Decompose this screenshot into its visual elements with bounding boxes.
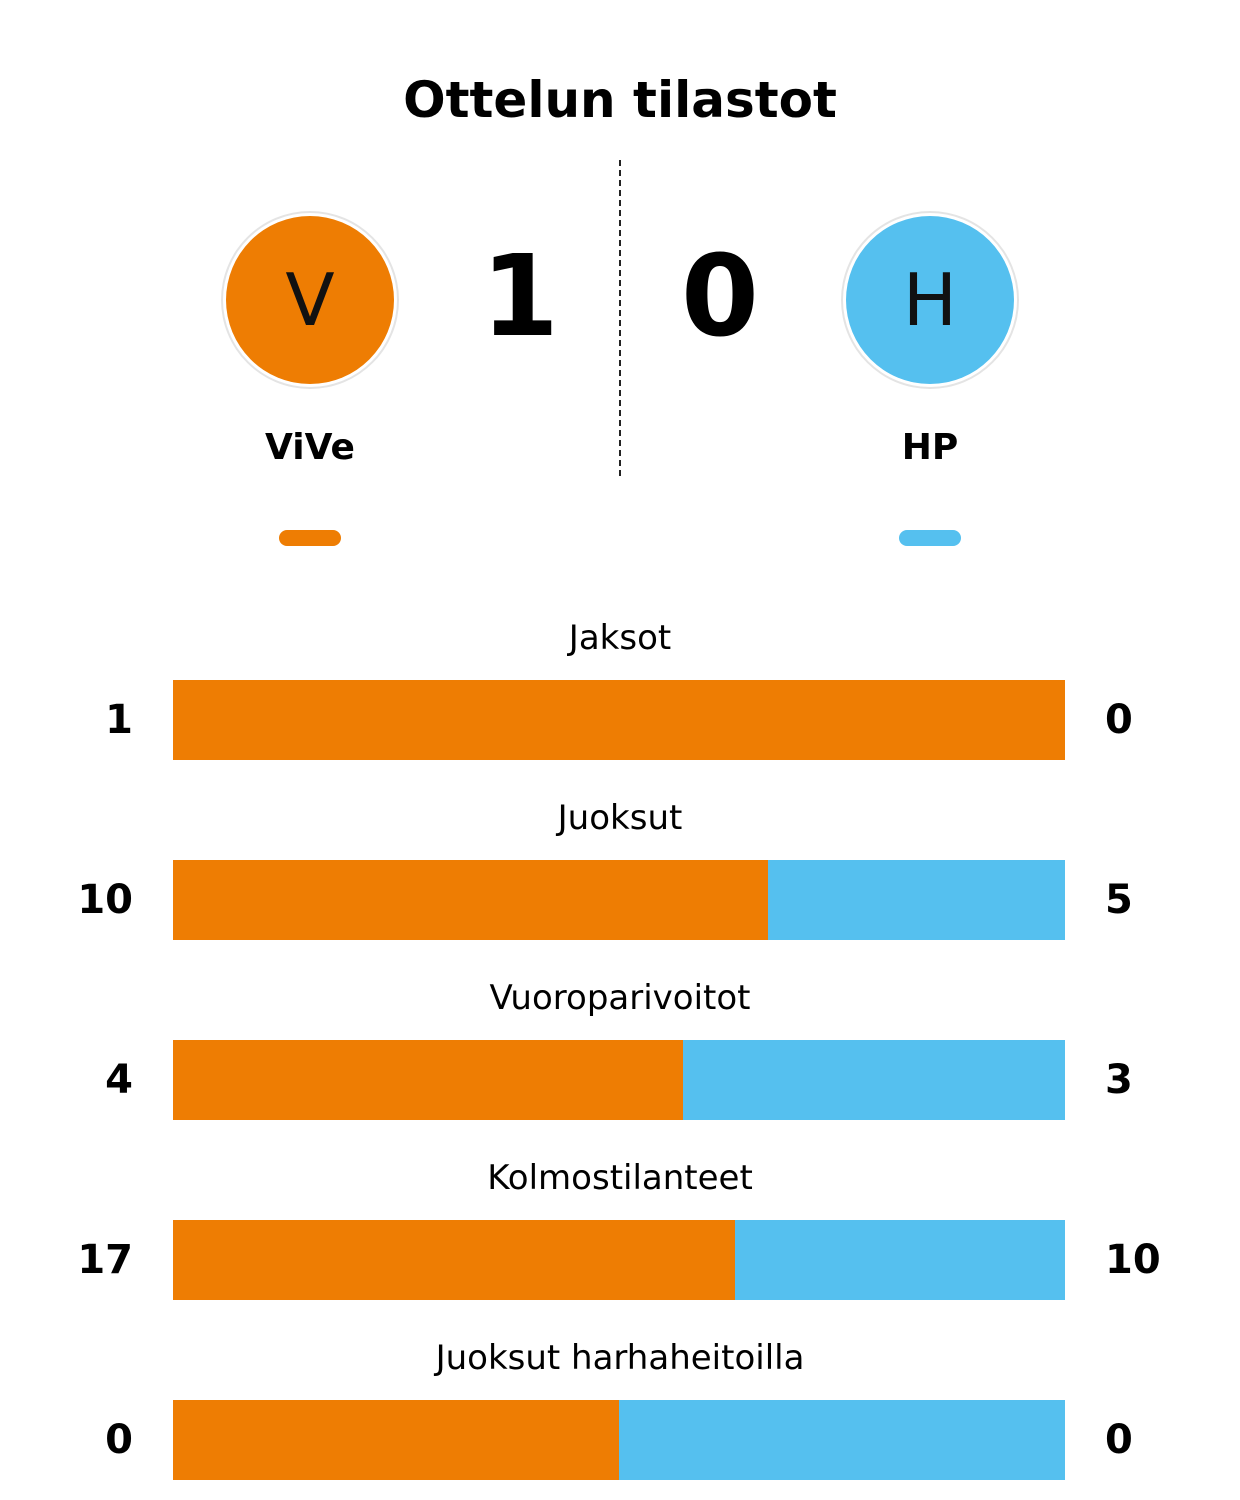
away-score: 0	[681, 232, 759, 362]
away-bar-segment	[619, 1400, 1065, 1480]
home-bar-segment	[173, 1220, 735, 1300]
stat-bar	[173, 860, 1065, 940]
home-bar-segment	[173, 1040, 683, 1120]
stat-label: Jaksot	[568, 618, 672, 658]
stat-bar	[173, 680, 1065, 760]
home-bar-segment	[173, 1400, 619, 1480]
home-team-color-indicator	[279, 530, 341, 546]
home-stat-value: 4	[105, 1057, 133, 1103]
stat-bar	[173, 1040, 1065, 1120]
stat-bar	[173, 1220, 1065, 1300]
stat-label: Vuoroparivoitot	[489, 978, 751, 1018]
away-team-name: HP	[901, 427, 959, 468]
home-stat-value: 0	[105, 1417, 133, 1463]
home-stat-value: 10	[77, 877, 133, 923]
page-title: Ottelun tilastot	[403, 71, 837, 129]
stat-label: Juoksut harhaheitoilla	[435, 1338, 805, 1378]
away-stat-value: 0	[1105, 1417, 1133, 1463]
stat-label: Kolmostilanteet	[487, 1158, 753, 1198]
home-bar-segment	[173, 680, 1065, 760]
away-bar-segment	[768, 860, 1065, 940]
home-bar-segment	[173, 860, 768, 940]
stat-bar	[173, 1400, 1065, 1480]
away-bar-segment	[735, 1220, 1065, 1300]
away-team-logo: H	[846, 216, 1014, 384]
home-score: 1	[481, 232, 559, 362]
home-stat-value: 1	[105, 697, 133, 743]
home-team-initial: V	[285, 258, 335, 342]
away-bar-segment	[683, 1040, 1065, 1120]
away-team-initial: H	[902, 258, 958, 342]
stat-label: Juoksut	[557, 798, 683, 838]
away-stat-value: 10	[1105, 1237, 1161, 1283]
home-team-logo: V	[226, 216, 394, 384]
home-stat-value: 17	[77, 1237, 133, 1283]
score-divider	[619, 160, 621, 476]
home-team-name: ViVe	[265, 427, 355, 468]
away-stat-value: 0	[1105, 697, 1133, 743]
away-team-color-indicator	[899, 530, 961, 546]
away-stat-value: 3	[1105, 1057, 1133, 1103]
away-stat-value: 5	[1105, 877, 1133, 923]
